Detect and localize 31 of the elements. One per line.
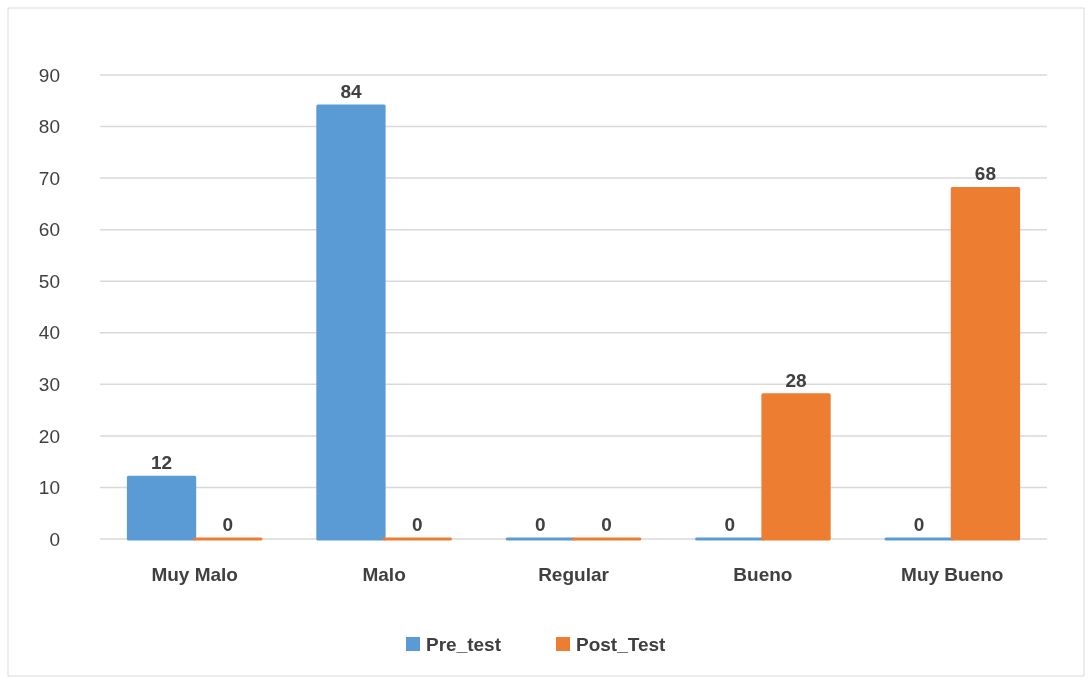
data-label: 0 [913, 514, 925, 535]
data-label: 0 [222, 514, 234, 535]
bar [761, 393, 831, 541]
y-tick-label: 50 [38, 270, 60, 292]
x-tick-label: Muy Malo [151, 564, 238, 585]
bar [316, 104, 386, 541]
x-tick-label: Muy Bueno [901, 564, 1004, 585]
x-tick-label: Regular [538, 564, 610, 585]
y-tick-label: 80 [38, 116, 60, 138]
y-tick-label: 10 [38, 477, 60, 499]
bar [950, 186, 1021, 541]
data-label: 0 [411, 514, 423, 535]
data-label: 0 [535, 514, 546, 535]
y-tick-label: 60 [38, 219, 60, 241]
y-tick-label: 20 [38, 425, 60, 447]
data-label: 28 [785, 369, 807, 391]
data-label: 0 [724, 514, 736, 535]
y-tick-label: 30 [38, 373, 60, 395]
x-tick-label: Malo [362, 564, 406, 585]
data-label: 12 [150, 452, 173, 474]
data-label: 68 [974, 163, 997, 185]
y-tick-label: 90 [38, 64, 60, 86]
data-label: 84 [340, 80, 362, 102]
y-tick-label: 40 [38, 322, 60, 344]
legend-label: Post_Test [576, 633, 667, 655]
bar [126, 475, 197, 541]
y-tick-label: 0 [49, 528, 60, 550]
data-label: 0 [601, 514, 612, 535]
y-tick-label: 70 [38, 167, 60, 189]
x-tick-label: Bueno [733, 564, 793, 585]
legend-label: Pre_test [426, 633, 502, 655]
